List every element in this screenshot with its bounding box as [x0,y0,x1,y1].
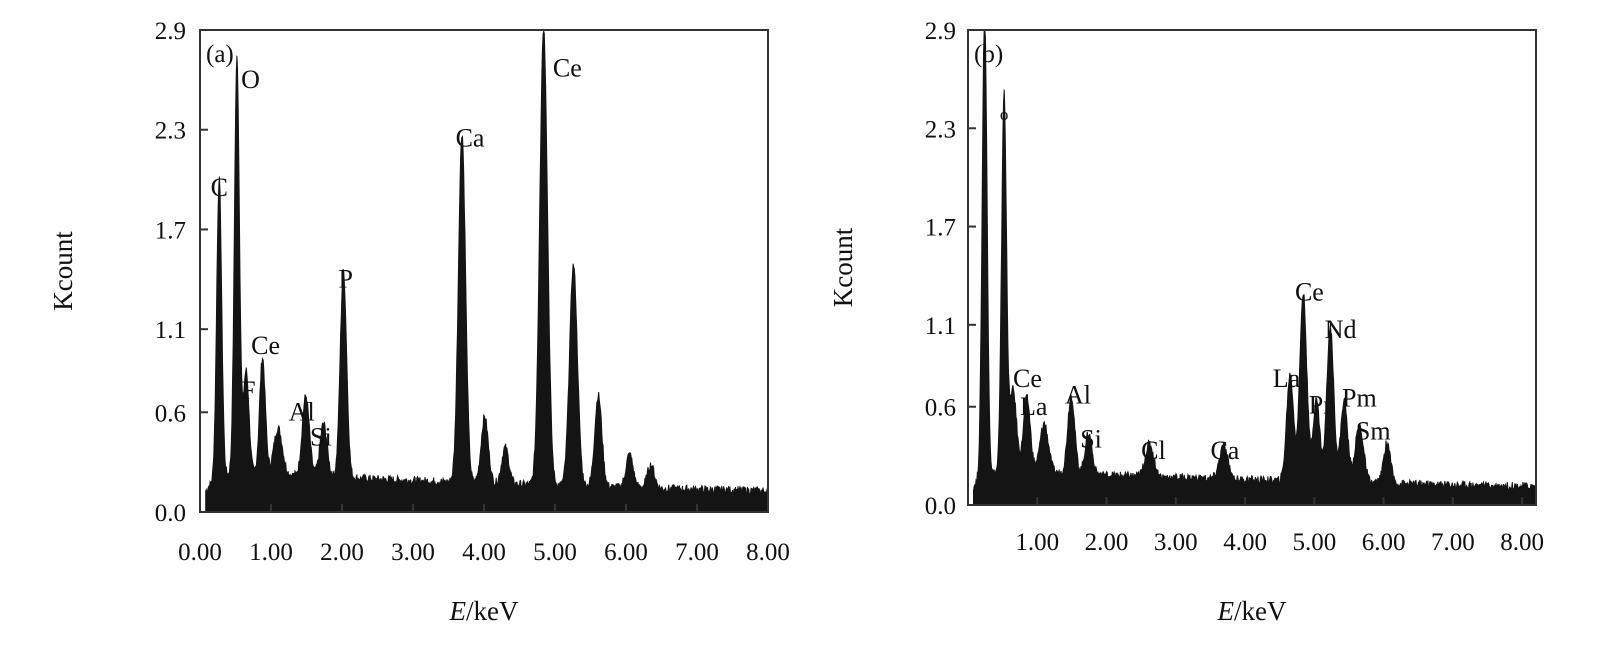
peak-label: Al [289,398,315,427]
x-axis-label: E/keV [449,596,519,626]
y-tick-label: 2.3 [925,116,956,143]
x-tick-label: 7.00 [675,539,719,566]
y-tick-label: 2.9 [155,18,186,45]
peak-label: Pr [1309,390,1332,419]
x-tick-label: 5.00 [1292,529,1336,556]
x-tick-label: 7.00 [1431,529,1475,556]
x-axis-label: E/keV [1217,596,1287,626]
y-axis-label: Kcount [48,231,78,311]
peak-label: Al [1065,380,1091,409]
x-tick-label: 8.00 [1500,529,1544,556]
x-tick-label: 2.00 [320,539,364,566]
peak-label: P [338,265,352,294]
x-tick-label: 0.00 [178,539,222,566]
peak-label: o [1000,105,1009,124]
y-tick-label: 0.6 [155,400,186,427]
x-tick-label: 6.00 [1362,529,1406,556]
x-tick-label: 5.00 [533,539,577,566]
spectrum-area [973,29,1537,506]
x-tick-label: 1.00 [1015,529,1059,556]
peak-label: Si [1080,425,1102,454]
x-tick-label: 6.00 [604,539,648,566]
x-tick-label: 3.00 [1154,529,1198,556]
y-tick-label: 1.7 [925,215,956,242]
peak-label: La [1273,364,1301,393]
peak-label: Ce [553,54,582,83]
y-tick-label: 2.3 [155,118,186,145]
peak-label: C [211,173,228,202]
x-tick-label: 2.00 [1085,529,1129,556]
panel-label: (a) [206,41,234,68]
x-tick-label: 8.00 [746,539,790,566]
y-tick-label: 0.0 [925,493,956,520]
peak-label: Ce [1013,364,1042,393]
peak-label: Sm [1356,416,1391,445]
peak-label: La [1020,392,1048,421]
peak-label: Si [310,423,332,452]
peak-label: Ce [251,331,280,360]
panel-b: 0.0 0.6 1.1 1.7 2.3 2.9 1.00 2.00 3.00 4.00 5.00 6.… [828,18,1544,626]
y-tick-label: 2.9 [925,18,956,45]
spectrum-area [205,29,769,513]
y-tick-label: 1.1 [925,313,956,340]
y-tick-label: 0.0 [155,500,186,527]
peak-label: Ce [1295,277,1324,306]
y-tick-label: 1.1 [155,317,186,344]
y-tick-label: 1.7 [155,217,186,244]
peak-label: Pm [1342,384,1377,413]
y-axis-label: Kcount [828,227,858,307]
peak-label: O [241,65,260,94]
x-tick-label: 3.00 [391,539,435,566]
peak-label: F [241,376,255,405]
peak-label: Ca [456,123,485,152]
plot-frame [967,29,1537,506]
x-tick-label: 4.00 [462,539,506,566]
peak-label: Cl [1141,436,1166,465]
y-tick-label: 0.6 [925,395,956,422]
x-tick-label: 1.00 [249,539,293,566]
panel-label: (b) [974,41,1003,68]
peak-label: Nd [1325,315,1357,344]
panel-a: 0.0 0.6 1.1 1.7 2.3 2.9 0.00 1.00 2.00 3.00 4.00 5.… [48,18,790,626]
x-tick-label: 4.00 [1223,529,1267,556]
peak-label: Ca [1210,436,1239,465]
